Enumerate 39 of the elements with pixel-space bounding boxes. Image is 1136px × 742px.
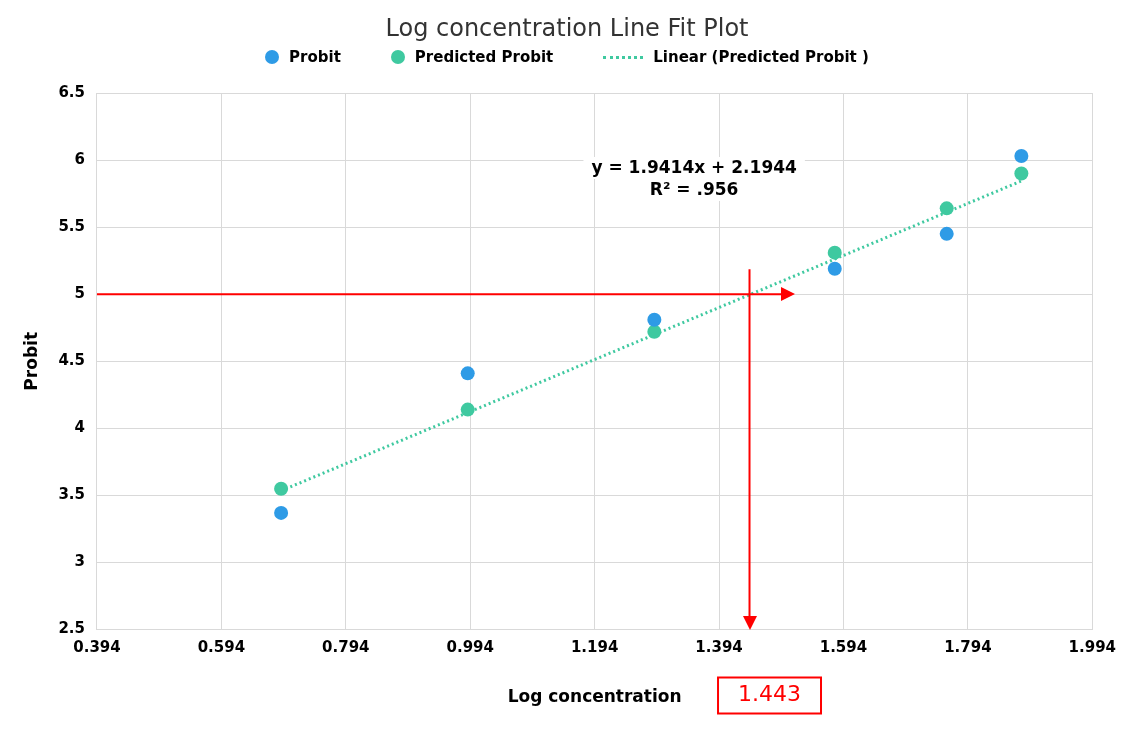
point [1014, 149, 1029, 164]
legend-label: Linear (Predicted Probit ) [653, 48, 869, 66]
point [827, 245, 842, 260]
point [460, 402, 475, 417]
annotation: y = 1.9414x + 2.1944 [591, 156, 798, 177]
point [939, 201, 954, 216]
point [939, 226, 954, 241]
y-tick-label: 3 [74, 552, 85, 571]
x-tick-label: 1.994 [1068, 638, 1116, 657]
y-tick-label: 5 [74, 284, 85, 303]
y-axis-title: Probit [20, 331, 41, 391]
y-tick-label: 6.5 [58, 82, 85, 101]
x-axis-title: Log concentration [507, 686, 682, 707]
x-tick-label: 1.794 [944, 638, 992, 657]
y-tick-label: 5.5 [58, 217, 85, 236]
y-tick-label: 2.5 [58, 619, 85, 638]
point [274, 505, 289, 520]
y-tick-label: 6 [74, 149, 85, 168]
x-tick-label: 0.594 [197, 638, 246, 657]
x-tick-label: 0.394 [73, 638, 121, 657]
x-tick-label: 1.194 [570, 638, 619, 657]
point [460, 366, 475, 381]
x-tick-label: 0.994 [446, 638, 494, 657]
y-tick-label: 4 [74, 418, 85, 437]
x-tick-label: 1.594 [819, 638, 868, 657]
y-tick-label: 4.5 [58, 351, 85, 370]
point [647, 312, 662, 327]
legend-label: Predicted Probit [414, 48, 554, 66]
x-tick-label: 0.794 [322, 638, 370, 657]
point [274, 481, 289, 496]
ref-line-label: 1.443 [738, 681, 802, 707]
point [1014, 166, 1029, 181]
legend-label: Probit [289, 48, 341, 66]
annotation: R² = .956 [649, 178, 739, 199]
chart-title: Log concentration Line Fit Plot [384, 13, 750, 42]
y-tick-label: 3.5 [58, 485, 85, 504]
point [827, 261, 842, 276]
point [647, 324, 662, 339]
x-tick-label: 1.394 [695, 638, 743, 657]
